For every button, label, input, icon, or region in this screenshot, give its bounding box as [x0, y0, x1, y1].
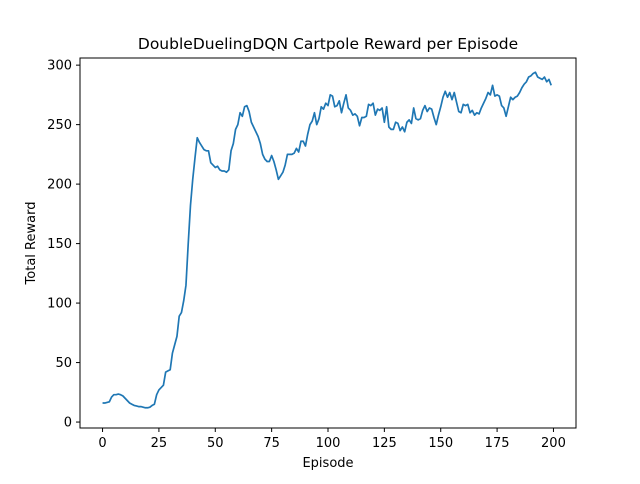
- y-tick-label: 250: [47, 118, 72, 133]
- chart-title: DoubleDuelingDQN Cartpole Reward per Epi…: [138, 35, 518, 53]
- x-tick-label: 100: [316, 436, 341, 451]
- x-axis-label: Episode: [302, 456, 353, 471]
- x-tick-label: 150: [428, 436, 453, 451]
- x-tick-label: 25: [151, 436, 168, 451]
- series-line-0: [102, 71, 552, 409]
- y-axis-ticks: 0 50 100 150 200 250 300: [47, 59, 80, 431]
- x-tick-label: 75: [263, 436, 280, 451]
- y-tick-label: 0: [64, 416, 72, 431]
- axes-frame: [79, 57, 577, 429]
- x-tick-label: 200: [541, 436, 566, 451]
- plot-area: [102, 71, 552, 409]
- x-axis-ticks: 0 25 50 75 100 125 150 175 200: [98, 428, 566, 451]
- y-tick-label: 300: [47, 59, 72, 74]
- y-tick-label: 200: [47, 178, 72, 193]
- x-tick-label: 125: [372, 436, 397, 451]
- y-tick-label: 100: [47, 297, 72, 312]
- x-tick-label: 50: [207, 436, 224, 451]
- y-tick-label: 50: [55, 356, 72, 371]
- x-tick-label: 175: [485, 436, 510, 451]
- x-tick-label: 0: [98, 436, 106, 451]
- y-tick-label: 150: [47, 237, 72, 252]
- y-axis-label: Total Reward: [24, 202, 39, 286]
